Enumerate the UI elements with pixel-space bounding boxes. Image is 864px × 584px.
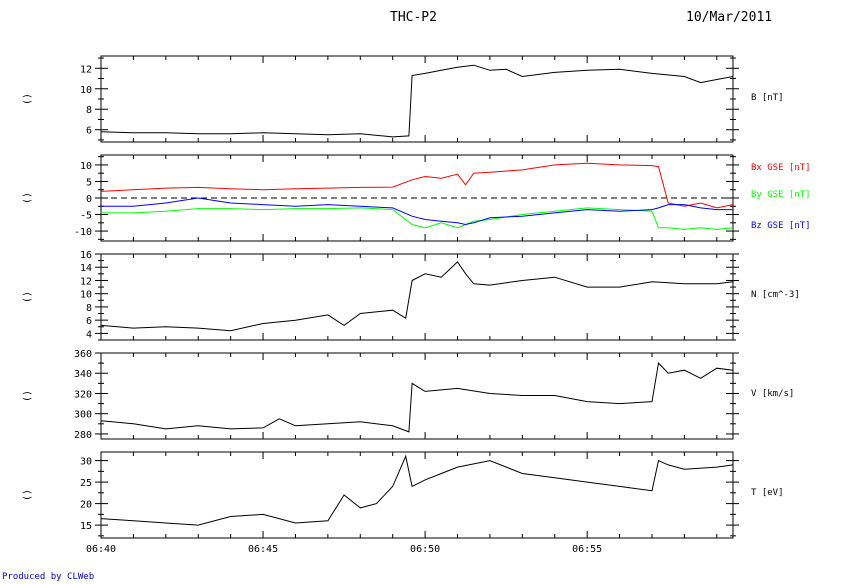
panel-frame [100,451,734,539]
y-tick-label: 12 [80,276,92,287]
series-line-n [100,261,734,332]
panel-left-label: () [21,291,32,303]
y-tick-label: -5 [80,211,92,222]
panel-frame [100,352,734,440]
series-line-v [100,362,734,433]
y-axis-label: T [eV] [751,488,784,498]
y-tick-label: 25 [80,478,92,489]
y-tick-label: -10 [74,227,92,238]
panel-frame [100,253,734,341]
y-tick-label: 5 [86,177,92,188]
y-tick-label: 30 [80,457,92,468]
series-line-b [100,64,734,138]
x-tick-label: 06:55 [572,544,602,555]
y-tick-label: 14 [80,263,92,274]
y-tick-label: 10 [80,290,92,301]
panel-left-label: () [21,93,32,105]
panel-frame [100,55,734,143]
y-tick-label: 320 [74,389,92,400]
y-tick-label: 8 [86,105,92,116]
x-tick-label: 06:40 [86,544,116,555]
y-axis-label: B [nT] [751,93,784,103]
produced-by-credit: Produced by CLWeb [2,572,95,582]
y-tick-label: 300 [74,410,92,421]
series-line-by [101,207,734,230]
chart-date: 10/Mar/2011 [686,10,773,25]
panel-left-label: () [21,489,32,501]
legend-entry: Bz GSE [nT] [751,221,811,231]
y-tick-label: 16 [80,250,92,261]
x-tick-label: 06:50 [410,544,440,555]
x-tick-label: 06:45 [248,544,278,555]
y-tick-label: 4 [86,329,92,340]
y-tick-label: 0 [86,194,92,205]
y-tick-label: 6 [86,316,92,327]
y-tick-label: 10 [80,85,92,96]
legend-entry: Bx GSE [nT] [751,163,811,173]
y-tick-label: 15 [80,521,92,532]
y-axis-label: N [cm^-3] [751,290,800,300]
y-tick-label: 20 [80,500,92,511]
y-tick-label: 340 [74,369,92,380]
y-tick-label: 280 [74,430,92,441]
y-tick-label: 12 [80,64,92,75]
y-axis-label: V [km/s] [751,389,794,399]
y-tick-label: 8 [86,303,92,314]
panel-left-label: () [21,192,32,204]
y-tick-label: 10 [80,161,92,172]
panel-left-label: () [21,390,32,402]
series-line-bx [100,162,734,209]
legend-entry: By GSE [nT] [751,190,811,200]
series-line-t [100,454,734,526]
chart-title: THC-P2 [390,10,437,25]
series-line-bz [101,197,733,226]
y-tick-label: 6 [86,126,92,137]
y-tick-label: 360 [74,349,92,360]
